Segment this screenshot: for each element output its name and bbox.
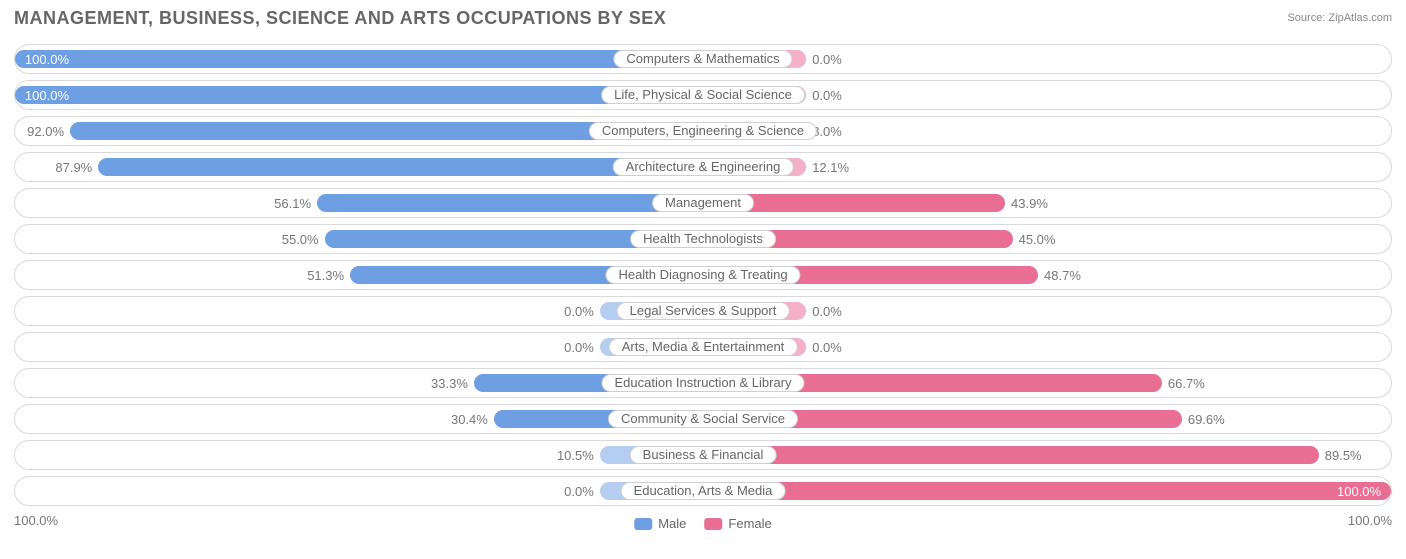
male-value: 0.0%: [564, 333, 600, 361]
chart-row: 0.0% 100.0% Education, Arts & Media: [14, 476, 1392, 506]
source-attribution: Source: ZipAtlas.com: [1287, 12, 1392, 24]
category-pill: Health Diagnosing & Treating: [605, 266, 800, 284]
category-pill: Computers & Mathematics: [613, 50, 792, 68]
chart-row: 51.3% 48.7% Health Diagnosing & Treating: [14, 260, 1392, 290]
chart-row: 0.0% 0.0% Legal Services & Support: [14, 296, 1392, 326]
male-value: 0.0%: [564, 297, 600, 325]
male-value: 30.4%: [451, 405, 494, 433]
category-pill: Health Technologists: [630, 230, 776, 248]
female-value: 0.0%: [806, 45, 842, 73]
male-value: 51.3%: [307, 261, 350, 289]
category-pill: Architecture & Engineering: [613, 158, 794, 176]
axis-right-label: 100.0%: [1348, 513, 1392, 528]
chart-row: 10.5% 89.5% Business & Financial: [14, 440, 1392, 470]
chart-row: 0.0% 0.0% Arts, Media & Entertainment: [14, 332, 1392, 362]
legend-female-label: Female: [728, 516, 771, 531]
male-value: 87.9%: [55, 153, 98, 181]
male-value: 100.0%: [25, 81, 75, 109]
female-value: 45.0%: [1013, 225, 1056, 253]
category-pill: Arts, Media & Entertainment: [609, 338, 798, 356]
chart-row: 100.0% 0.0%Life, Physical & Social Scienc…: [14, 80, 1392, 110]
chart-row: 30.4% 69.6% Community & Social Service: [14, 404, 1392, 434]
female-bar: [703, 482, 1391, 500]
female-value: 43.9%: [1005, 189, 1048, 217]
female-value: 100.0%: [1331, 477, 1381, 505]
female-value: 12.1%: [806, 153, 849, 181]
male-bar: [15, 86, 703, 104]
female-value: 69.6%: [1182, 405, 1225, 433]
chart-legend: Male Female: [634, 516, 772, 531]
female-value: 0.0%: [806, 333, 842, 361]
female-bar: [703, 446, 1319, 464]
chart-row: 87.9% 12.1% Architecture & Engineering: [14, 152, 1392, 182]
category-pill: Business & Financial: [630, 446, 777, 464]
female-value: 66.7%: [1162, 369, 1205, 397]
category-pill: Education Instruction & Library: [601, 374, 804, 392]
male-value: 33.3%: [431, 369, 474, 397]
male-value: 92.0%: [27, 117, 70, 145]
male-value: 10.5%: [557, 441, 600, 469]
male-value: 0.0%: [564, 477, 600, 505]
female-value: 48.7%: [1038, 261, 1081, 289]
female-value: 0.0%: [806, 81, 842, 109]
category-pill: Education, Arts & Media: [621, 482, 786, 500]
axis-left-label: 100.0%: [14, 513, 58, 528]
chart-row: 56.1% 43.9% Management: [14, 188, 1392, 218]
female-value: 89.5%: [1319, 441, 1362, 469]
male-bar: [317, 194, 703, 212]
legend-male: Male: [634, 516, 686, 531]
chart-row: 55.0% 45.0% Health Technologists: [14, 224, 1392, 254]
legend-female: Female: [704, 516, 771, 531]
female-value: 0.0%: [806, 297, 842, 325]
male-swatch: [634, 518, 652, 530]
legend-male-label: Male: [658, 516, 686, 531]
male-value: 56.1%: [274, 189, 317, 217]
chart-row: 92.0%8.0%Computers, Engineering & Scienc…: [14, 116, 1392, 146]
chart-title: MANAGEMENT, BUSINESS, SCIENCE AND ARTS O…: [14, 8, 666, 29]
male-value: 100.0%: [25, 45, 75, 73]
category-pill: Life, Physical & Social Science: [601, 86, 805, 104]
category-pill: Legal Services & Support: [617, 302, 790, 320]
female-swatch: [704, 518, 722, 530]
category-pill: Computers, Engineering & Science: [589, 122, 817, 140]
chart-row: 100.0% 0.0% Computers & Mathematics: [14, 44, 1392, 74]
male-value: 55.0%: [282, 225, 325, 253]
chart-row: 33.3% 66.7% Education Instruction & Librar…: [14, 368, 1392, 398]
male-bar: [15, 50, 703, 68]
diverging-bar-chart: 100.0%0.0%Computers & Mathematics100.0%0…: [14, 44, 1392, 512]
category-pill: Community & Social Service: [608, 410, 798, 428]
category-pill: Management: [652, 194, 754, 212]
